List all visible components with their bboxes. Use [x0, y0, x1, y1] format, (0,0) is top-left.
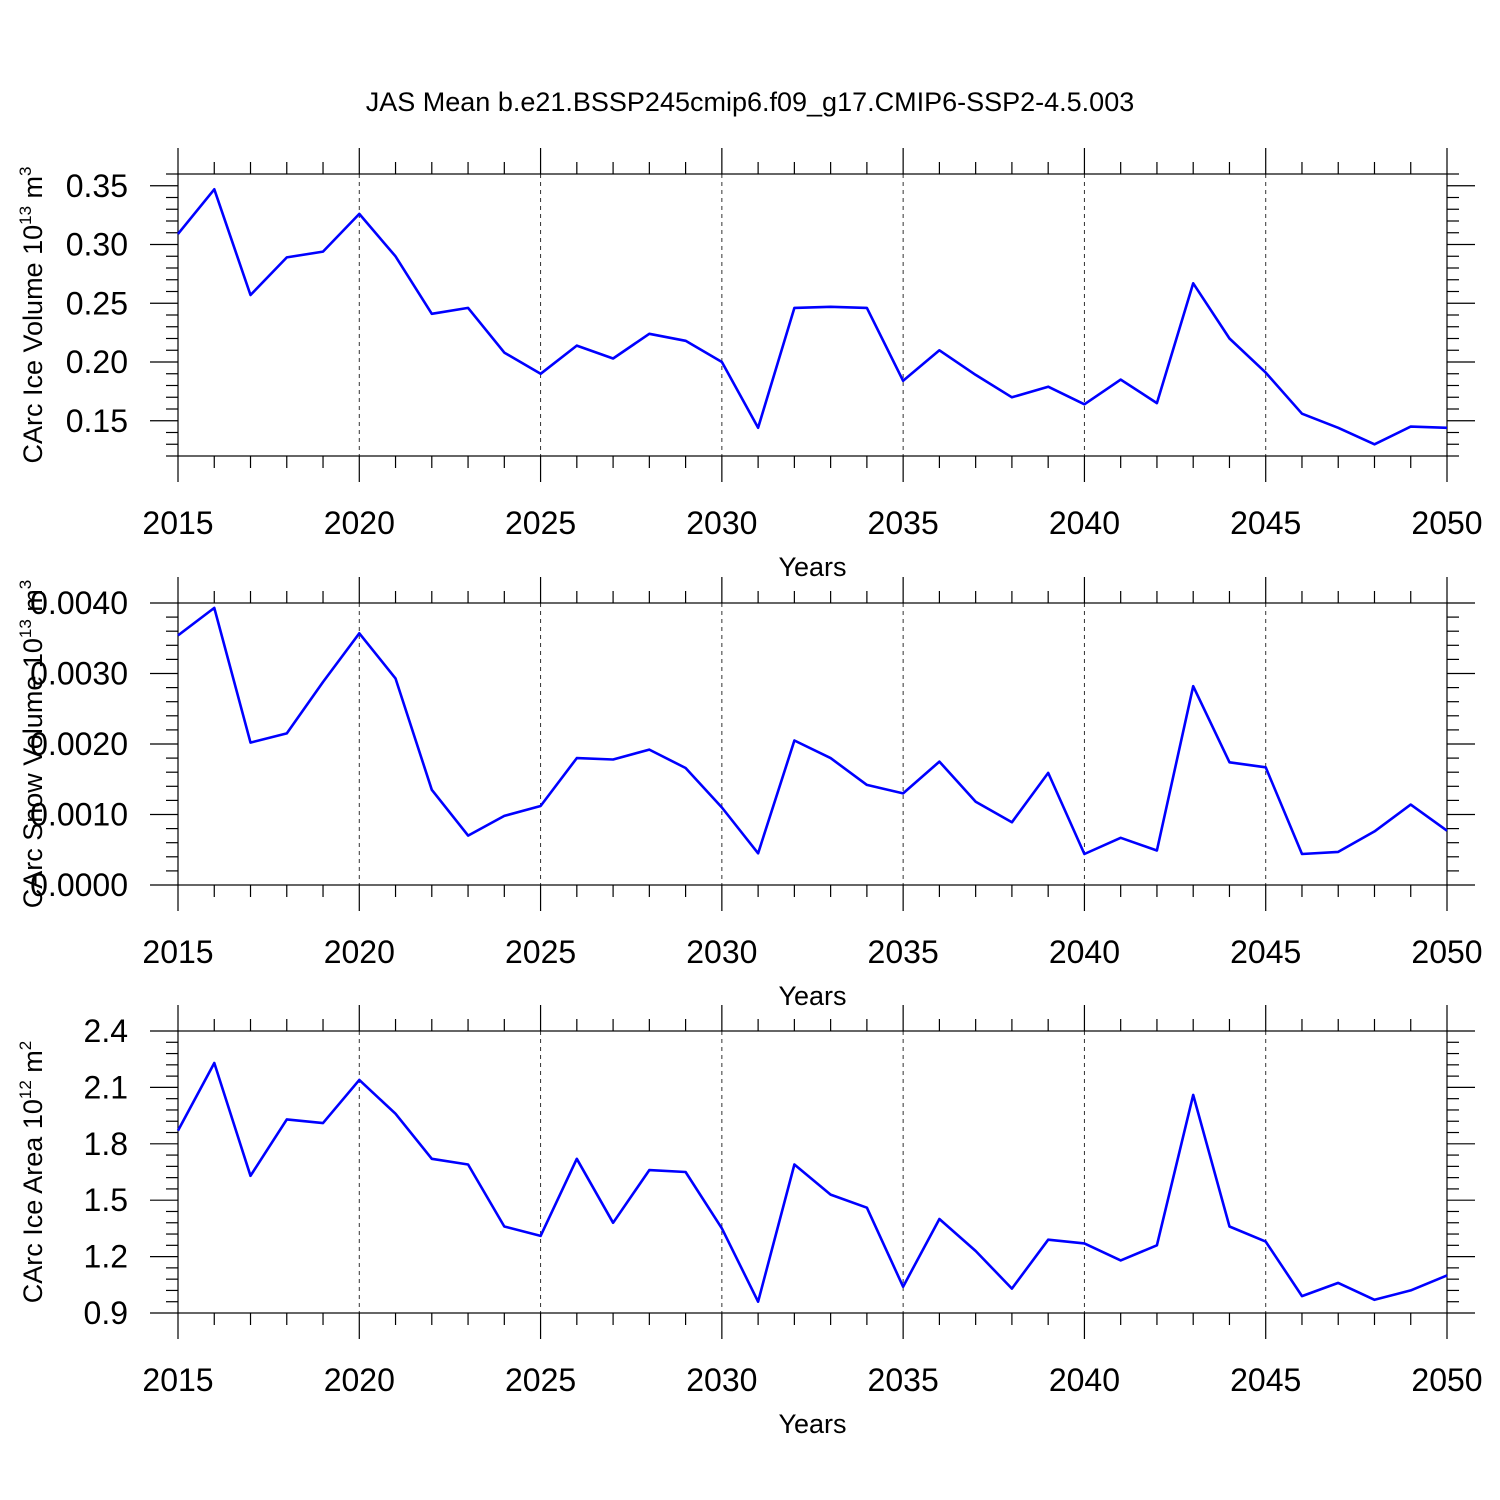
y-tick-label: 0.0030 [30, 656, 128, 692]
x-tick-label: 2015 [142, 1362, 213, 1398]
x-tick-label: 2050 [1411, 1362, 1482, 1398]
x-tick-label: 2030 [686, 1362, 757, 1398]
y-axis-label-unit: m [18, 176, 48, 206]
x-tick-label: 2025 [505, 934, 576, 970]
y-tick-label: 1.2 [84, 1239, 128, 1275]
chart-panels: 0.15 0.20 0.25 0.30 0.35 2015 2020 2025 2030 2035… [16, 148, 1483, 1439]
y-tick-label: 0.25 [66, 285, 128, 321]
plot-frame [177, 1030, 1448, 1314]
x-axis-label: Years [778, 552, 846, 582]
y-axis-label-unit: m [18, 589, 48, 619]
x-tick-label: 2025 [505, 505, 576, 541]
x-tick-label: 2025 [505, 1362, 576, 1398]
x-tick-label: 2040 [1049, 505, 1120, 541]
y-tick-label: 1.8 [84, 1126, 128, 1162]
y-tick-label: 0.30 [66, 227, 128, 263]
y-tick-label: 0.15 [66, 403, 128, 439]
x-tick-label: 2035 [868, 1362, 939, 1398]
plot-frame [177, 173, 1448, 457]
x-tick-label: 2050 [1411, 934, 1482, 970]
x-tick-label: 2035 [868, 934, 939, 970]
series-line [176, 188, 1448, 446]
x-tick-label: 2020 [324, 1362, 395, 1398]
y-axis-label-main: CArc Ice Volume 10 [18, 225, 48, 464]
x-tick-label: 2020 [324, 934, 395, 970]
x-axis-label: Years [778, 981, 846, 1011]
y-axis-label: CArc Ice Volume 1013 m3 [16, 166, 48, 463]
y-axis-label: CArc Ice Area 1012 m2 [16, 1041, 48, 1304]
y-tick-label: 0.0020 [30, 726, 128, 762]
x-tick-label: 2015 [142, 934, 213, 970]
y-axis-label-unit-exponent: 2 [16, 1041, 35, 1050]
x-tick-label: 2030 [686, 505, 757, 541]
series-line [176, 1061, 1448, 1303]
chart-title: JAS Mean b.e21.BSSP245cmip6.f09_g17.CMIP… [366, 87, 1134, 117]
x-tick-label: 2045 [1230, 1362, 1301, 1398]
x-tick-label: 2030 [686, 934, 757, 970]
y-axis-label: CArc Snow Volume 1013 m3 [16, 580, 48, 909]
x-tick-label: 2040 [1049, 1362, 1120, 1398]
y-tick-label: 0.35 [66, 168, 128, 204]
y-tick-label: 0.0010 [30, 797, 128, 833]
y-tick-label: 0.0040 [30, 585, 128, 621]
x-tick-label: 2040 [1049, 934, 1120, 970]
y-axis-label-exponent: 13 [16, 206, 35, 225]
y-axis-label-unit: m [18, 1050, 48, 1080]
series-line [177, 606, 1448, 856]
panel-3: 0.9 1.2 1.5 1.8 2.1 2.4 2015 2020 2025 2030 2035 20… [16, 1005, 1483, 1439]
y-axis-label-main: CArc Snow Volume 10 [18, 638, 48, 908]
y-axis-label-main: CArc Ice Area 10 [18, 1099, 48, 1303]
x-tick-label: 2035 [868, 505, 939, 541]
y-axis-label-exponent: 12 [16, 1080, 35, 1099]
x-tick-label: 2045 [1230, 934, 1301, 970]
y-axis-label-unit-exponent: 3 [16, 580, 35, 589]
y-axis-label-exponent: 13 [16, 619, 35, 638]
x-tick-label: 2050 [1411, 505, 1482, 541]
y-tick-label: 2.4 [84, 1013, 128, 1049]
y-axis-label-unit-exponent: 3 [16, 166, 35, 175]
x-axis-label: Years [778, 1409, 846, 1439]
x-tick-label: 2015 [142, 505, 213, 541]
y-tick-label: 2.1 [84, 1069, 128, 1105]
x-tick-label: 2045 [1230, 505, 1301, 541]
y-tick-label: 0.20 [66, 344, 128, 380]
panel-2: 0.0000 0.0010 0.0020 0.0030 0.0040 2015 2020 20… [16, 577, 1483, 1011]
panel-1: 0.15 0.20 0.25 0.30 0.35 2015 2020 2025 2030 2035… [16, 148, 1483, 582]
x-tick-label: 2020 [324, 505, 395, 541]
y-tick-label: 0.9 [84, 1295, 128, 1331]
y-tick-label: 1.5 [84, 1182, 128, 1218]
y-tick-label: 0.0000 [30, 867, 128, 903]
